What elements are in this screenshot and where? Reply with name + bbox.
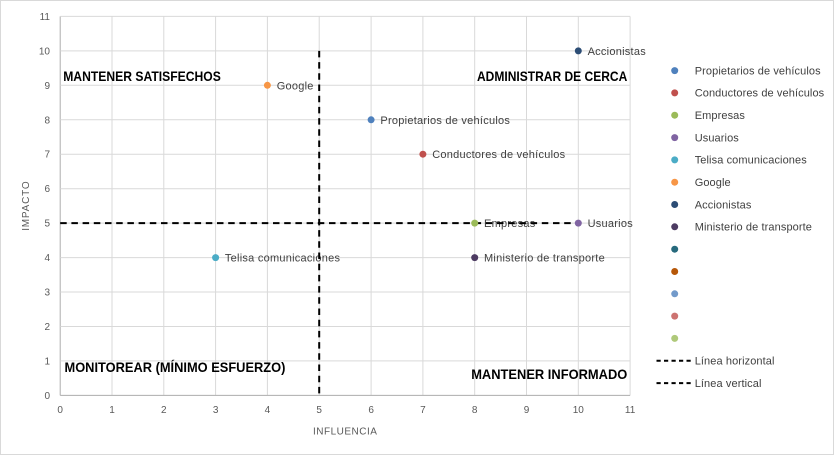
svg-text:INFLUENCIA: INFLUENCIA: [313, 426, 377, 437]
svg-text:6: 6: [44, 184, 50, 195]
svg-text:2: 2: [161, 405, 167, 416]
svg-text:Línea vertical: Línea vertical: [695, 378, 762, 390]
svg-text:11: 11: [625, 405, 636, 416]
svg-text:6: 6: [368, 405, 374, 416]
svg-text:MONITOREAR (MÍNIMO ESFUERZO): MONITOREAR (MÍNIMO ESFUERZO): [65, 359, 286, 375]
svg-text:Ministerio de transporte: Ministerio de transporte: [484, 253, 605, 265]
svg-text:Propietarios de vehículos: Propietarios de vehículos: [380, 115, 510, 127]
svg-text:MANTENER INFORMADO: MANTENER INFORMADO: [471, 366, 627, 382]
svg-text:Propietarios de vehículos: Propietarios de vehículos: [695, 65, 821, 77]
svg-text:Conductores de vehículos: Conductores de vehículos: [432, 149, 565, 161]
svg-text:5: 5: [44, 219, 50, 230]
svg-text:9: 9: [524, 405, 530, 416]
svg-text:1: 1: [109, 405, 115, 416]
svg-text:Usuarios: Usuarios: [695, 132, 740, 144]
svg-text:0: 0: [44, 391, 50, 402]
svg-text:Ministerio de transporte: Ministerio de transporte: [695, 222, 812, 234]
svg-text:Accionistas: Accionistas: [695, 199, 752, 211]
svg-text:11: 11: [40, 12, 51, 23]
svg-text:7: 7: [44, 150, 50, 161]
svg-text:Accionistas: Accionistas: [588, 46, 647, 58]
svg-text:9: 9: [44, 81, 50, 92]
svg-text:2: 2: [44, 322, 50, 333]
svg-text:Telisa comunicaciones: Telisa comunicaciones: [695, 155, 808, 167]
svg-text:4: 4: [265, 405, 271, 416]
svg-text:7: 7: [420, 405, 426, 416]
svg-text:Empresas: Empresas: [695, 110, 746, 122]
svg-text:ADMINISTRAR DE CERCA: ADMINISTRAR DE CERCA: [477, 68, 627, 84]
svg-text:MANTENER SATISFECHOS: MANTENER SATISFECHOS: [63, 68, 221, 84]
svg-text:1: 1: [44, 356, 50, 367]
svg-text:8: 8: [472, 405, 478, 416]
svg-text:10: 10: [39, 46, 51, 57]
svg-text:3: 3: [44, 288, 50, 299]
svg-text:0: 0: [57, 405, 63, 416]
svg-text:Google: Google: [695, 177, 731, 189]
svg-text:Telisa comunicaciones: Telisa comunicaciones: [225, 253, 341, 265]
svg-text:Conductores de vehículos: Conductores de vehículos: [695, 88, 825, 100]
svg-text:8: 8: [44, 115, 50, 126]
svg-text:Usuarios: Usuarios: [588, 218, 634, 230]
svg-text:Google: Google: [277, 80, 314, 92]
svg-text:10: 10: [573, 405, 585, 416]
svg-text:IMPACTO: IMPACTO: [21, 181, 32, 231]
svg-text:4: 4: [44, 253, 50, 264]
svg-text:5: 5: [316, 405, 322, 416]
svg-text:Línea horizontal: Línea horizontal: [695, 356, 775, 368]
svg-text:3: 3: [213, 405, 219, 416]
